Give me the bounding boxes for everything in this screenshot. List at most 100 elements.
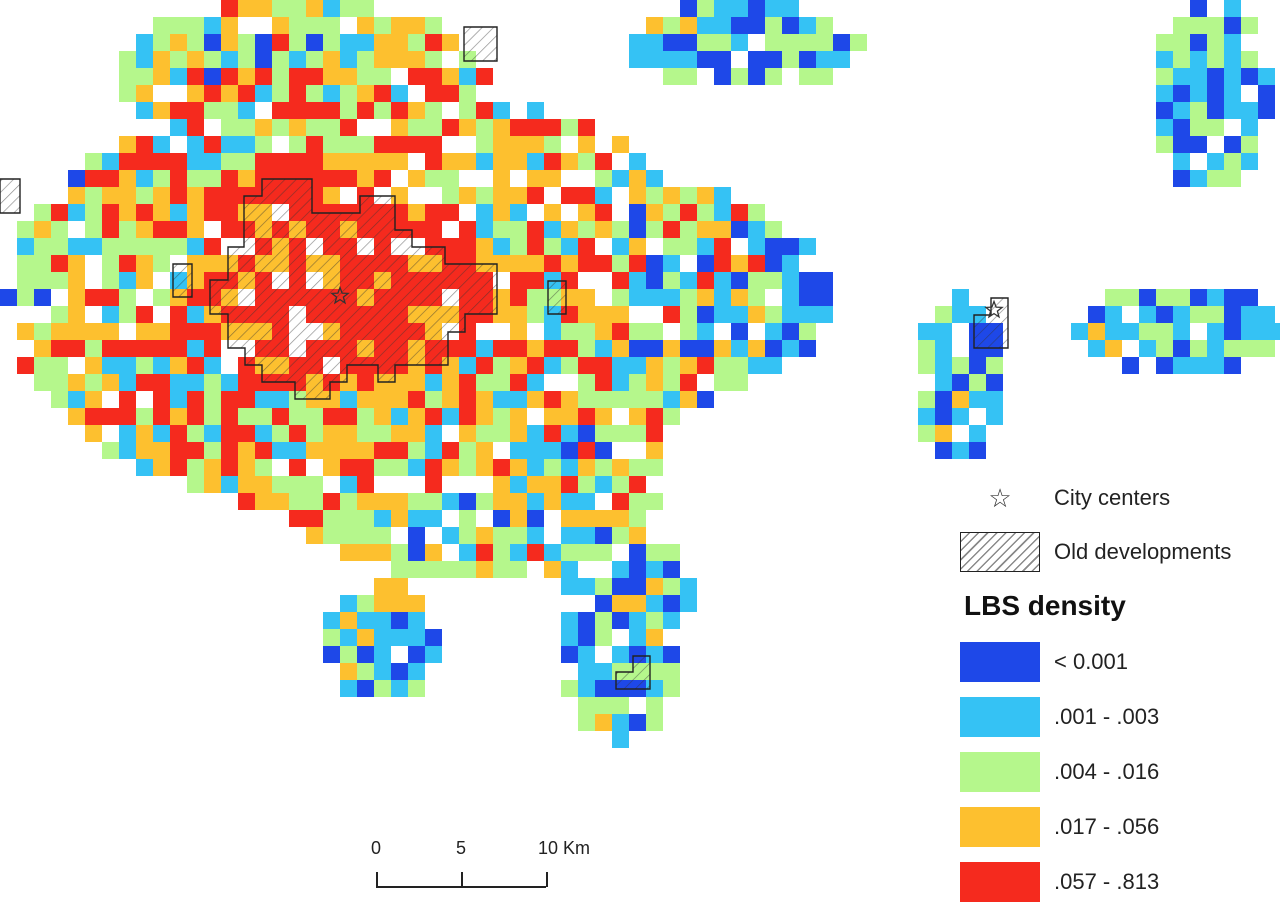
density-cell xyxy=(255,442,272,459)
density-cell xyxy=(374,408,391,425)
density-cell xyxy=(595,697,612,714)
density-cell xyxy=(1224,85,1241,102)
density-cell xyxy=(204,34,221,51)
density-cell xyxy=(663,357,680,374)
density-cell xyxy=(51,323,68,340)
density-cell xyxy=(306,102,323,119)
density-cell xyxy=(85,204,102,221)
density-cell xyxy=(799,272,816,289)
density-cell xyxy=(323,119,340,136)
density-cell xyxy=(408,544,425,561)
density-cell xyxy=(170,357,187,374)
density-cell xyxy=(527,238,544,255)
density-cell xyxy=(323,136,340,153)
density-cell xyxy=(391,153,408,170)
density-cell xyxy=(255,391,272,408)
density-cell xyxy=(170,238,187,255)
density-cell xyxy=(629,629,646,646)
density-cell xyxy=(221,0,238,17)
density-cell xyxy=(204,204,221,221)
density-cell xyxy=(510,544,527,561)
hatch-swatch xyxy=(960,532,1040,572)
density-cell xyxy=(136,408,153,425)
density-cell xyxy=(459,510,476,527)
density-cell xyxy=(119,391,136,408)
density-cell xyxy=(289,493,306,510)
density-cell xyxy=(85,153,102,170)
density-cell xyxy=(102,408,119,425)
density-cell xyxy=(442,204,459,221)
density-cell xyxy=(1207,68,1224,85)
density-cell xyxy=(476,493,493,510)
density-cell xyxy=(204,187,221,204)
density-cell xyxy=(323,425,340,442)
density-cell xyxy=(595,153,612,170)
density-cell xyxy=(748,68,765,85)
density-cell xyxy=(459,442,476,459)
density-cell xyxy=(425,221,442,238)
density-cell xyxy=(986,357,1003,374)
density-cell xyxy=(731,272,748,289)
density-cell xyxy=(714,51,731,68)
density-cell xyxy=(374,68,391,85)
density-cell xyxy=(391,425,408,442)
density-cell xyxy=(782,0,799,17)
density-cell xyxy=(629,578,646,595)
density-cell xyxy=(527,425,544,442)
density-cell xyxy=(306,493,323,510)
density-cell xyxy=(408,646,425,663)
density-cell xyxy=(102,289,119,306)
density-cell xyxy=(391,119,408,136)
density-cell xyxy=(629,221,646,238)
density-cell xyxy=(272,391,289,408)
density-cell xyxy=(170,408,187,425)
density-cell xyxy=(306,51,323,68)
density-cell xyxy=(374,425,391,442)
density-cell xyxy=(1173,136,1190,153)
density-cell xyxy=(187,374,204,391)
density-cell xyxy=(306,442,323,459)
density-cell xyxy=(289,153,306,170)
density-cell xyxy=(238,119,255,136)
density-cell xyxy=(119,221,136,238)
density-cell xyxy=(629,595,646,612)
density-cell xyxy=(799,340,816,357)
density-cell xyxy=(136,153,153,170)
density-cell xyxy=(357,595,374,612)
density-cell xyxy=(136,221,153,238)
density-cell xyxy=(595,255,612,272)
density-cell xyxy=(765,340,782,357)
density-cell xyxy=(799,68,816,85)
density-cell xyxy=(408,408,425,425)
density-cell xyxy=(340,85,357,102)
old-development-area xyxy=(973,297,1009,349)
density-cell xyxy=(170,204,187,221)
density-cell xyxy=(663,221,680,238)
density-cell xyxy=(663,272,680,289)
density-cell xyxy=(1224,170,1241,187)
density-cell xyxy=(17,289,34,306)
density-cell xyxy=(595,680,612,697)
density-cell xyxy=(629,255,646,272)
density-cell xyxy=(204,323,221,340)
density-cell xyxy=(323,34,340,51)
density-cell xyxy=(289,408,306,425)
density-cell xyxy=(1224,34,1241,51)
density-cell xyxy=(102,323,119,340)
density-cell xyxy=(544,544,561,561)
density-cell xyxy=(204,68,221,85)
density-cell xyxy=(408,425,425,442)
density-cell xyxy=(663,17,680,34)
density-cell xyxy=(459,459,476,476)
density-cell xyxy=(255,153,272,170)
density-cell xyxy=(221,170,238,187)
density-cell xyxy=(153,425,170,442)
density-cell xyxy=(68,408,85,425)
density-cell xyxy=(425,119,442,136)
density-cell xyxy=(187,119,204,136)
density-cell xyxy=(527,391,544,408)
density-cell xyxy=(323,68,340,85)
density-cell xyxy=(1241,68,1258,85)
density-cell xyxy=(408,663,425,680)
